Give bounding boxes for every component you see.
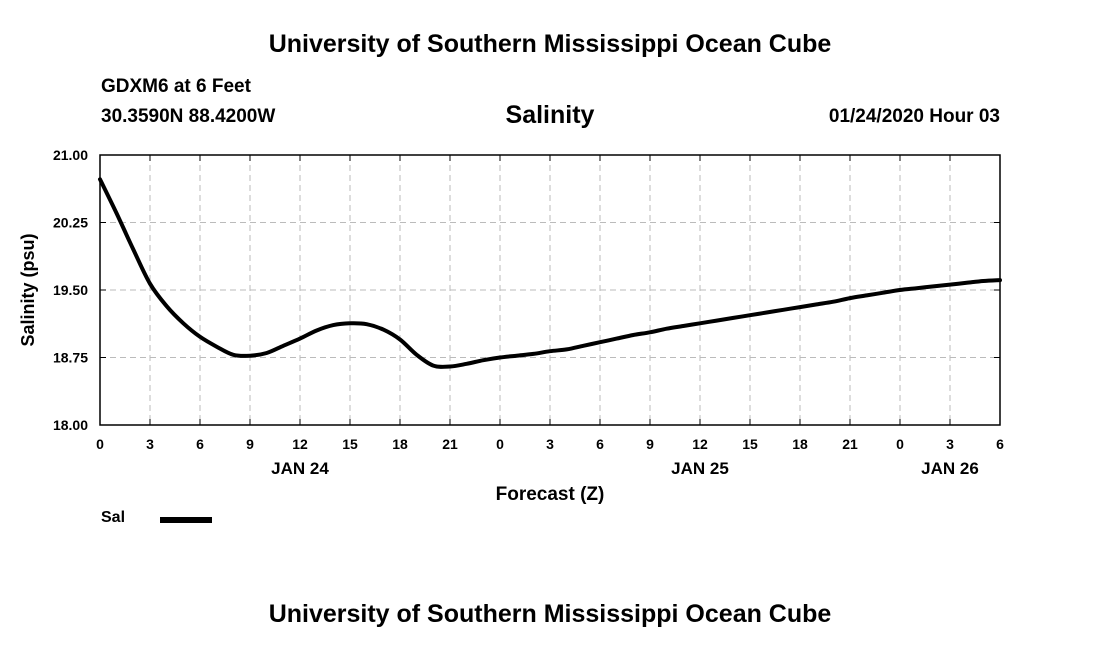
x-tick-label: 21 — [442, 436, 458, 452]
x-tick-label: 18 — [392, 436, 408, 452]
x-tick-label: 18 — [792, 436, 808, 452]
y-axis-title: Salinity (psu) — [18, 233, 38, 346]
date-label: JAN 25 — [671, 459, 729, 478]
x-tick-labels: 0 3 6 9 12 15 18 21 0 3 6 9 12 15 18 21 0 3 6 — [96, 436, 1004, 452]
x-tick-label: 9 — [646, 436, 654, 452]
legend-swatch — [160, 517, 212, 523]
x-tick-label: 0 — [496, 436, 504, 452]
x-tick-label: 6 — [996, 436, 1004, 452]
date-label: JAN 26 — [921, 459, 979, 478]
y-tick-label: 21.00 — [53, 147, 88, 163]
x-axis-title: Forecast (Z) — [496, 484, 605, 505]
page-title: University of Southern Mississippi Ocean… — [268, 30, 832, 58]
station-label: GDXM6 at 6 Feet — [101, 76, 251, 97]
x-tick-label: 12 — [292, 436, 308, 452]
y-tick-label: 19.50 — [53, 282, 88, 298]
chart-title: Salinity — [505, 101, 595, 129]
x-tick-label: 3 — [946, 436, 954, 452]
x-tick-label: 9 — [246, 436, 254, 452]
series-line-sal — [98, 177, 1002, 369]
coordinates-label: 30.3590N 88.4200W — [101, 106, 276, 127]
y-tick-label: 18.00 — [53, 417, 88, 433]
x-tick-label: 15 — [742, 436, 758, 452]
x-tick-label: 0 — [96, 436, 104, 452]
axis-ticks — [99, 154, 1001, 426]
x-tick-label: 3 — [146, 436, 154, 452]
date-label: JAN 24 — [271, 459, 329, 478]
grid-lines — [100, 155, 1000, 425]
x-tick-label: 12 — [692, 436, 708, 452]
y-tick-label: 18.75 — [53, 350, 88, 366]
legend-label: Sal — [101, 509, 126, 526]
x-tick-label: 3 — [546, 436, 554, 452]
x-tick-label: 21 — [842, 436, 858, 452]
x-tick-label: 0 — [896, 436, 904, 452]
x-tick-label: 15 — [342, 436, 358, 452]
x-tick-label: 6 — [196, 436, 204, 452]
date-labels: JAN 24 JAN 25 JAN 26 — [271, 459, 979, 478]
x-tick-label: 6 — [596, 436, 604, 452]
y-tick-label: 20.25 — [53, 215, 88, 231]
footer-title: University of Southern Mississippi Ocean… — [268, 600, 832, 628]
datetime-label: 01/24/2020 Hour 03 — [828, 106, 1000, 127]
y-tick-labels: 18.00 18.75 19.50 20.25 21.00 — [53, 147, 88, 433]
